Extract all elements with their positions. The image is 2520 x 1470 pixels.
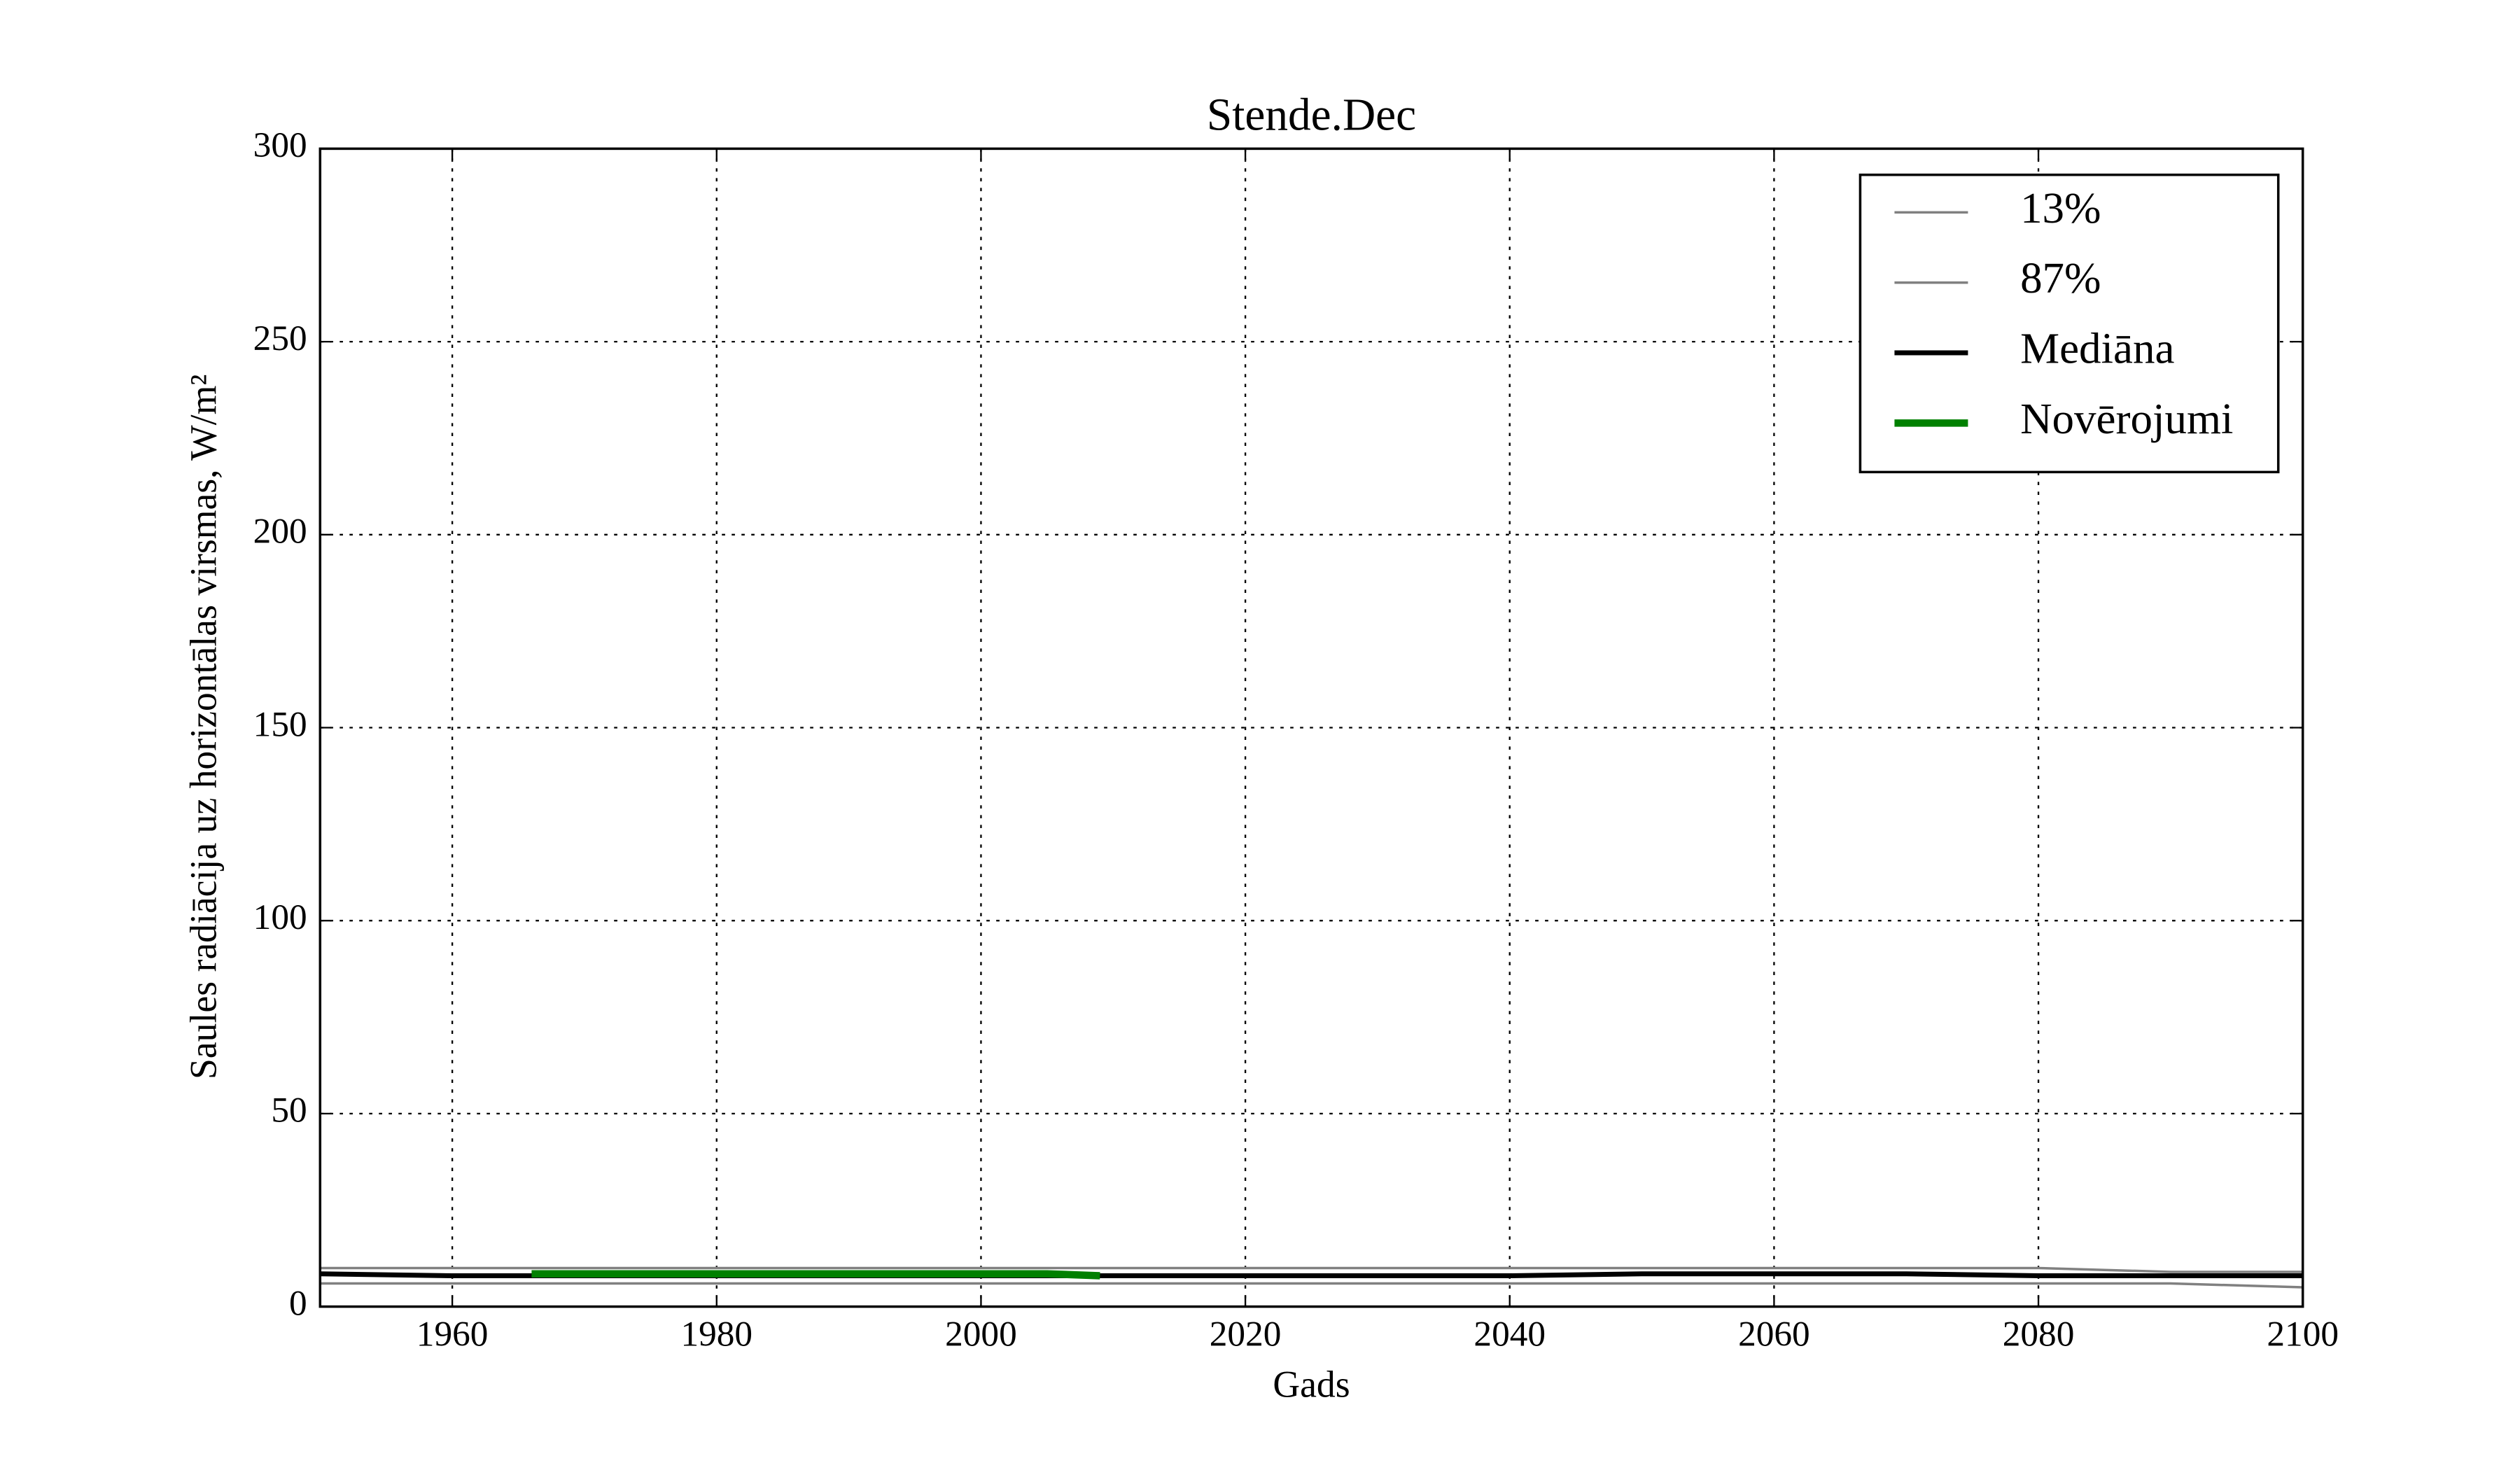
x-tick-label: 1960 <box>416 1315 489 1354</box>
legend-label: Mediāna <box>2020 324 2174 373</box>
x-axis-label: Gads <box>1273 1364 1350 1406</box>
series-line <box>531 1270 1100 1280</box>
x-tick-label: 1980 <box>680 1315 752 1354</box>
y-tick-label: 200 <box>253 512 307 552</box>
chart-title: Stende.Dec <box>1207 90 1416 140</box>
legend-label: 87% <box>2020 253 2101 302</box>
x-tick-label: 2100 <box>2267 1315 2339 1354</box>
plot-area: 0 50 100 150 200 250 300 1960 1980 2000 2020 2040 20… <box>253 125 2339 1354</box>
legend-label: 13% <box>2020 183 2101 232</box>
x-tick-label: 2000 <box>945 1315 1017 1354</box>
y-tick-label: 150 <box>253 704 307 744</box>
plot-frame <box>318 147 2304 1308</box>
y-tick-label: 50 <box>271 1091 307 1130</box>
y-axis-label: Saules radiācija uz horizontālas virsmas… <box>183 374 225 1079</box>
y-tick-label: 250 <box>253 318 307 358</box>
y-tick-label: 0 <box>289 1283 307 1323</box>
x-tick-label: 2040 <box>1474 1315 1546 1354</box>
legend-label: Novērojumi <box>2020 394 2233 443</box>
series-line <box>320 1282 2303 1289</box>
series-line <box>320 1266 2303 1273</box>
x-tick-label: 2080 <box>2003 1315 2075 1354</box>
x-tick-label: 2020 <box>1210 1315 1282 1354</box>
x-tick-label: 2060 <box>1738 1315 1810 1354</box>
y-tick-label: 100 <box>253 897 307 937</box>
y-tick-label: 300 <box>253 125 307 165</box>
